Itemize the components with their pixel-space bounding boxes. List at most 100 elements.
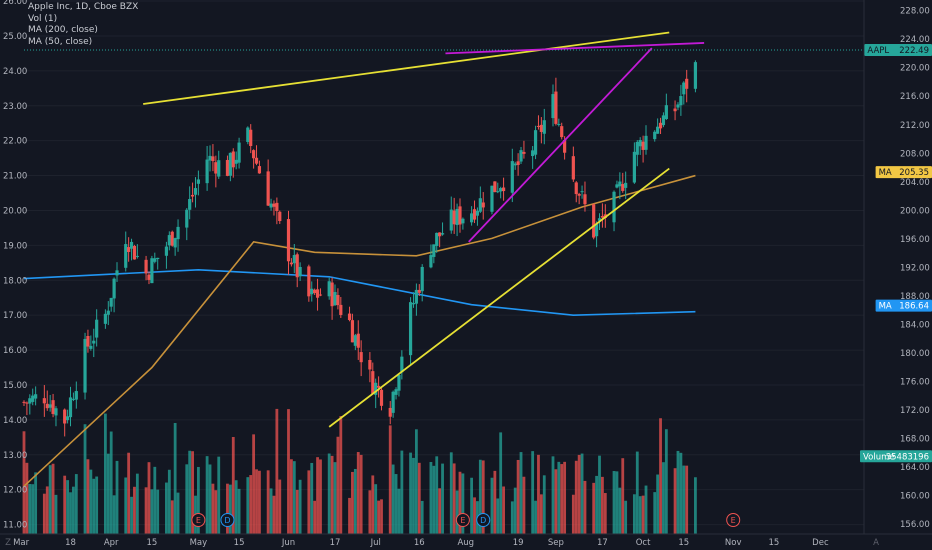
- volume-bar: [374, 484, 378, 534]
- volume-bar: [432, 465, 436, 534]
- candle-body: [533, 130, 538, 155]
- volume-bar: [103, 413, 107, 534]
- time-axis[interactable]: Mar 18 Apr 15 May 15 Jun 17 Jul 16 Aug 19 Sep 17 Oct 15…: [0, 533, 932, 548]
- volume-bar: [295, 489, 299, 534]
- candle-body: [499, 188, 503, 192]
- volume-bar: [685, 465, 689, 534]
- volume-bar: [473, 497, 476, 534]
- volume-bar: [409, 452, 412, 534]
- candle-body: [333, 292, 337, 306]
- candle-body: [170, 231, 174, 246]
- volume-bar: [86, 459, 90, 534]
- volume-bar: [554, 469, 558, 534]
- right-axis-tick-label: 204.00: [900, 178, 930, 188]
- candle-body: [420, 266, 424, 292]
- volume-bar: [127, 452, 131, 534]
- candle-body: [455, 208, 459, 226]
- volume-bar: [455, 490, 459, 534]
- volume-bar: [662, 462, 665, 534]
- volume-bar: [266, 470, 270, 534]
- volume-bar: [290, 459, 293, 534]
- volume-bar: [653, 492, 657, 534]
- legend-volume[interactable]: Vol (1): [28, 13, 58, 24]
- volume-bar: [624, 500, 628, 534]
- volume-bar: [595, 475, 598, 534]
- volume-bar: [330, 455, 334, 534]
- legend-symbol[interactable]: Apple Inc, 1D, Cboe BZX: [28, 2, 139, 12]
- candle-body: [664, 105, 668, 120]
- volume-bar: [185, 464, 189, 534]
- volume-bar: [603, 493, 607, 534]
- time-axis-tick-label: Dec: [812, 538, 829, 548]
- event-marker: E: [726, 513, 741, 527]
- candle-body: [257, 166, 262, 174]
- candle-body: [115, 270, 119, 276]
- candle-body: [641, 141, 645, 150]
- volume-bar: [176, 492, 180, 534]
- volume-bar: [499, 432, 503, 534]
- volume-bar: [310, 462, 314, 534]
- volume-bar: [394, 474, 398, 534]
- candle-body: [156, 257, 160, 260]
- candle-body: [594, 224, 599, 237]
- candle-body: [193, 188, 198, 195]
- volume-bar: [246, 477, 250, 534]
- volume-bar: [130, 496, 133, 534]
- event-marker-circle: [476, 513, 491, 527]
- candle-body: [109, 297, 113, 307]
- price-badge-box: [864, 43, 932, 56]
- candle-body: [150, 258, 154, 284]
- candle-body: [54, 408, 58, 416]
- candle-body: [252, 150, 256, 159]
- volume-bar: [112, 495, 116, 534]
- right-price-axis[interactable]: 156.00 160.00 164.00 168.00 172.00 176.00 180.…: [863, 0, 932, 550]
- trendline: [143, 31, 670, 105]
- candle-body: [368, 359, 372, 370]
- candle-body: [286, 219, 291, 262]
- right-axis-tick-label: 164.00: [900, 463, 930, 473]
- left-axis-tick-label: 12.00: [3, 486, 27, 496]
- price-badge-box: [860, 450, 932, 463]
- candle-body: [563, 139, 567, 153]
- volume-bar: [621, 458, 625, 534]
- volume-bar: [135, 473, 139, 534]
- candle-body: [83, 338, 87, 393]
- legend-ma-200[interactable]: MA (200, close): [28, 25, 98, 35]
- candle-body: [225, 159, 230, 176]
- candle-body: [292, 255, 296, 264]
- event-marker: D: [220, 513, 235, 527]
- volume-bar: [534, 500, 537, 534]
- volume-bar: [542, 475, 546, 534]
- volume-bar: [592, 482, 596, 534]
- candle-body: [164, 246, 169, 256]
- candle-body: [638, 140, 642, 147]
- time-axis-tick-label: Mar: [13, 538, 30, 548]
- candle-body: [89, 345, 93, 349]
- candle-body: [318, 294, 323, 296]
- volume-bar: [580, 453, 584, 534]
- volume-bar: [313, 500, 317, 534]
- volume-bar: [231, 436, 235, 534]
- auto-scale-glyph: A: [873, 538, 879, 548]
- candle-body: [400, 356, 404, 373]
- candle-body: [106, 310, 110, 315]
- candle-body: [377, 385, 381, 388]
- volume-bar: [147, 462, 151, 534]
- candle-body: [632, 151, 636, 183]
- volume-bar: [63, 475, 67, 534]
- right-axis-tick-label: 224.00: [900, 35, 930, 45]
- volume-bar: [95, 476, 99, 534]
- candle-body: [522, 151, 526, 154]
- volume-bar: [54, 494, 58, 534]
- candle-body: [51, 400, 55, 414]
- candle-body: [685, 78, 689, 89]
- candle-body: [231, 151, 235, 168]
- volume-bar: [28, 483, 32, 534]
- candle-body: [574, 182, 578, 195]
- legend-ma-50[interactable]: MA (50, close): [28, 36, 93, 47]
- volume-bar: [74, 474, 78, 534]
- volume-bar: [339, 416, 343, 534]
- candle-body: [661, 115, 666, 126]
- event-marker-circle: [191, 513, 206, 527]
